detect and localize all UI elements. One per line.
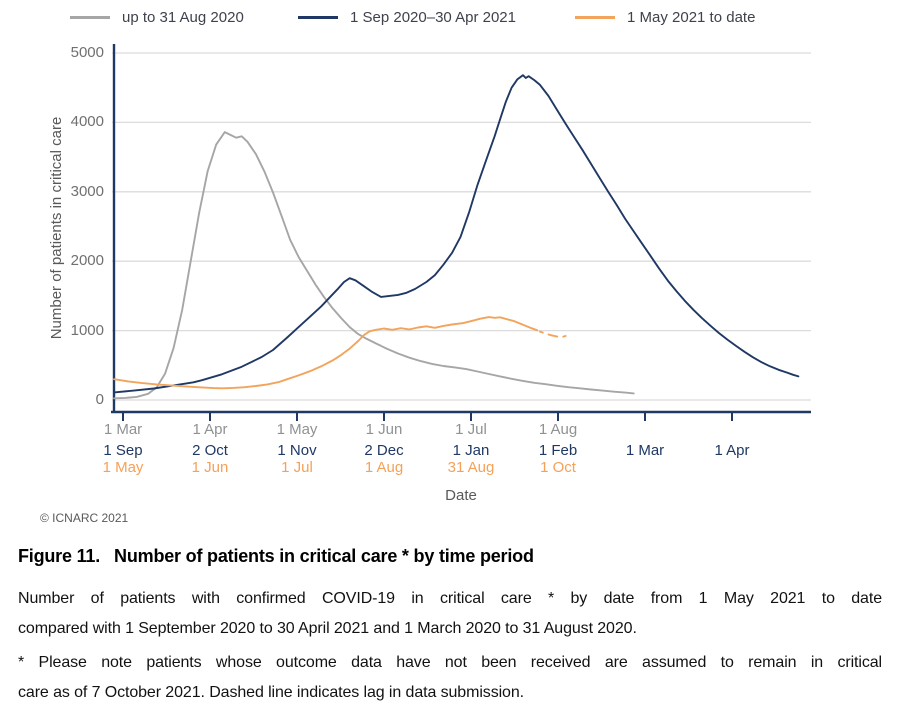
- legend-swatch-orange: [575, 15, 615, 19]
- description-line: compared with 1 September 2020 to 30 Apr…: [18, 620, 637, 637]
- legend-label: 1 Sep 2020–30 Apr 2021: [350, 8, 516, 26]
- series-line-period-2020: [113, 131, 635, 400]
- legend-label: up to 31 Aug 2020: [122, 8, 244, 26]
- legend-swatch-gray: [70, 15, 110, 19]
- series-line-period-2021: [113, 316, 539, 390]
- y-tick-label-3000: 3000: [70, 182, 104, 200]
- copyright-text: © ICNARC 2021: [40, 511, 129, 525]
- x-tick-label-row-2020-1: 1 Apr: [192, 421, 228, 438]
- x-tick-label-row-2020-21-7: 1 Apr: [714, 442, 750, 459]
- legend-label: 1 May 2021 to date: [627, 8, 756, 26]
- x-tick-label-row-2020-5: 1 Aug: [538, 421, 578, 438]
- series-line-period-2021-dashed: [539, 330, 567, 338]
- chart-canvas: [111, 44, 811, 421]
- x-tick-label-row-2020-3: 1 Jun: [365, 421, 403, 438]
- y-tick-label-2000: 2000: [70, 252, 104, 270]
- x-tick-label-row-2020-21-3: 2 Dec: [364, 442, 404, 459]
- y-tick-label-4000: 4000: [70, 113, 104, 131]
- x-tick-label-row-2020-21-5: 1 Feb: [538, 442, 578, 459]
- x-tick-label-row-2021-5: 1 Oct: [540, 459, 576, 476]
- footnote-line: * Please note patients whose outcome dat…: [18, 654, 882, 671]
- x-tick-label-row-2020-2: 1 May: [276, 421, 318, 438]
- figure-caption: Figure 11. Number of patients in critical…: [18, 546, 882, 567]
- figure-chart: up to 31 Aug 2020 1 Sep 2020–30 Apr 2021…: [40, 7, 811, 525]
- y-tick-label-5000: 5000: [70, 44, 104, 61]
- x-tick-label-row-2020-21-4: 1 Jan: [452, 442, 490, 459]
- x-tick-label-row-2021-2: 1 Jul: [281, 459, 313, 476]
- x-tick-label-row-2021-4: 31 Aug: [447, 459, 495, 476]
- legend-item-sep-2020-apr-2021: 1 Sep 2020–30 Apr 2021: [298, 7, 516, 27]
- x-tick-label-row-2020-21-6: 1 Mar: [625, 442, 665, 459]
- legend-swatch-navy: [298, 15, 338, 19]
- legend-item-up-to-31-aug-2020: up to 31 Aug 2020: [70, 7, 244, 27]
- figure-footnote: * Please note patients whose outcome dat…: [18, 648, 882, 708]
- x-tick-label-row-2020-21-0: 1 Sep: [103, 442, 143, 459]
- x-tick-label-row-2021-0: 1 May: [102, 459, 144, 476]
- footnote-line: care as of 7 October 2021. Dashed line i…: [18, 684, 524, 701]
- caption-number: Figure 11.: [18, 546, 101, 566]
- series-line-period-2020-21: [113, 74, 800, 394]
- legend-item-may-2021-to-date: 1 May 2021 to date: [575, 7, 755, 27]
- x-tick-label-row-2020-21-2: 1 Nov: [277, 442, 317, 459]
- y-tick-label-1000: 1000: [70, 321, 104, 339]
- x-tick-label-row-2021-1: 1 Jun: [191, 459, 229, 476]
- x-tick-label-row-2021-3: 1 Aug: [364, 459, 404, 476]
- figure-description: Number of patients with confirmed COVID-…: [18, 584, 882, 644]
- x-tick-label-row-2020-21-1: 2 Oct: [192, 442, 228, 459]
- y-tick-label-0: 0: [95, 391, 104, 408]
- y-axis-title: Number of patients in critical care: [48, 116, 65, 340]
- x-tick-label-row-2020-0: 1 Mar: [103, 421, 143, 438]
- x-tick-label-row-2020-4: 1 Jul: [455, 421, 487, 438]
- caption-title: Number of patients in critical care * by…: [114, 546, 534, 566]
- x-axis-title-date: Date: [445, 487, 477, 504]
- description-line: Number of patients with confirmed COVID-…: [18, 590, 882, 607]
